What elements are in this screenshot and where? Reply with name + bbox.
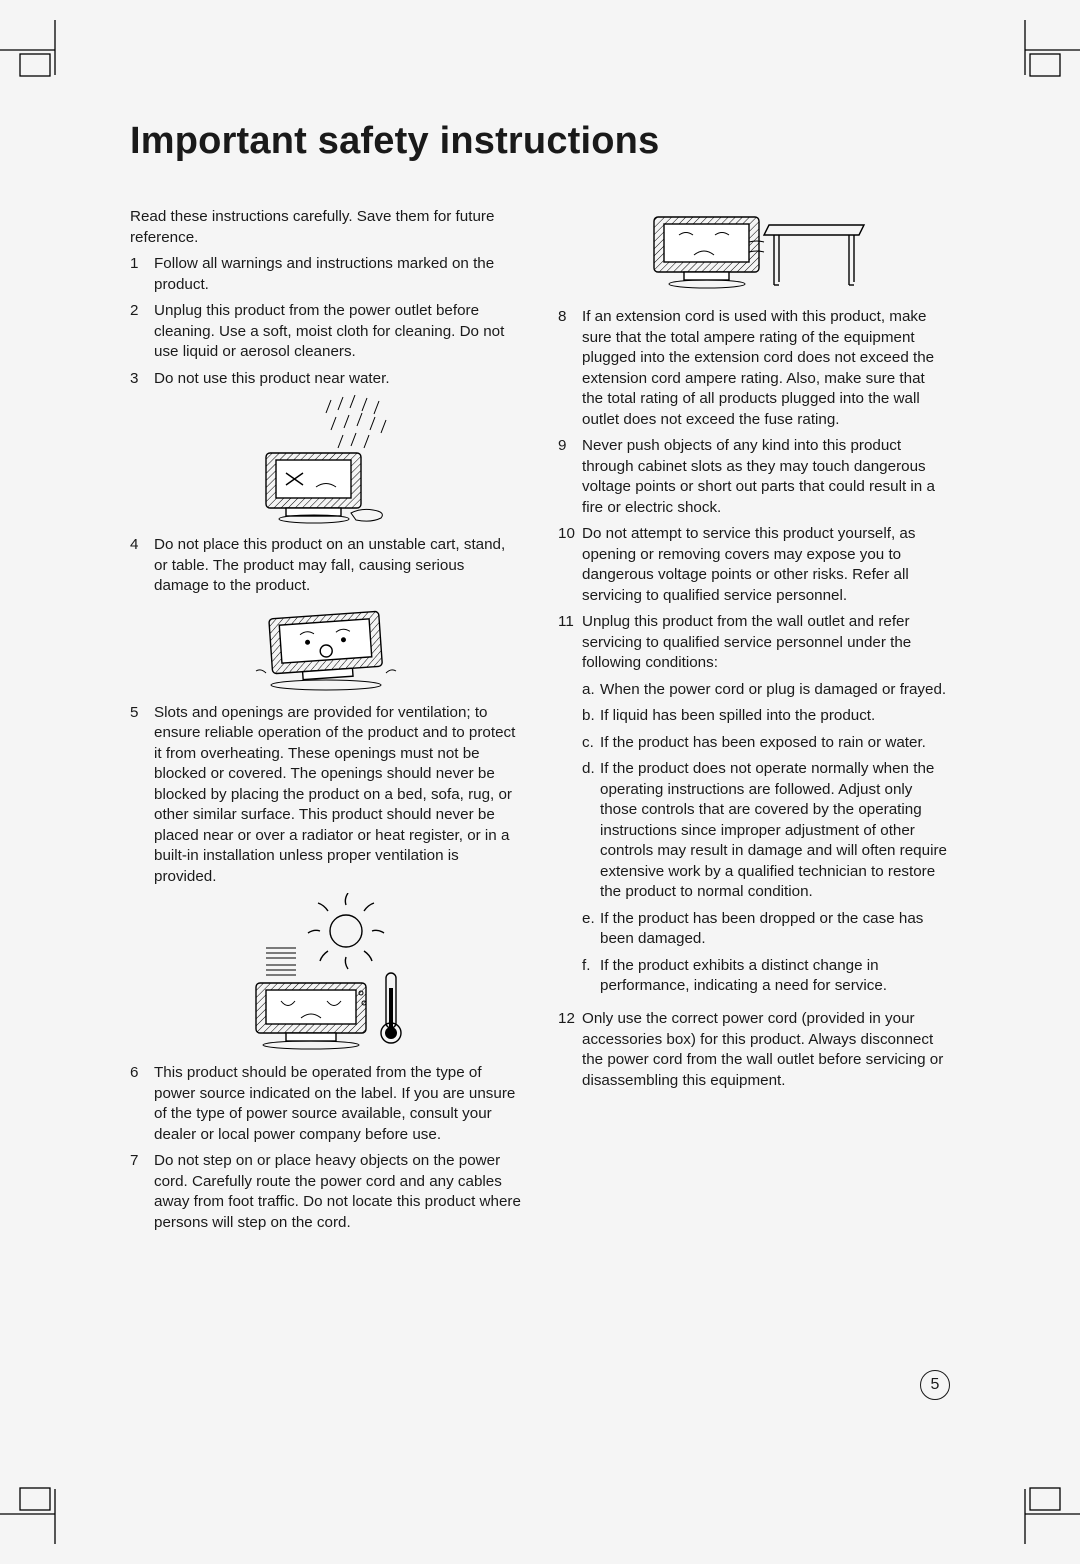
sub-letter: c. bbox=[582, 733, 600, 754]
page-number: 5 bbox=[920, 1370, 950, 1400]
heat-illustration-icon bbox=[226, 893, 426, 1053]
instruction-item: 8 If an extension cord is used with this… bbox=[558, 307, 950, 430]
two-column-layout: Read these instructions carefully. Save … bbox=[130, 207, 950, 1239]
item-text: Only use the correct power cord (provide… bbox=[582, 1009, 950, 1091]
item-number: 1 bbox=[130, 254, 154, 295]
sub-item: c.If the product has been exposed to rai… bbox=[582, 733, 950, 754]
item-number: 2 bbox=[130, 301, 154, 363]
sub-item: d.If the product does not operate normal… bbox=[582, 759, 950, 903]
sub-item: b.If liquid has been spilled into the pr… bbox=[582, 706, 950, 727]
item-number: 9 bbox=[558, 436, 582, 518]
item-text: Slots and openings are provided for vent… bbox=[154, 703, 522, 888]
intro-text: Read these instructions carefully. Save … bbox=[130, 207, 522, 248]
sub-letter: d. bbox=[582, 759, 600, 903]
item-number: 6 bbox=[130, 1063, 154, 1145]
instruction-item: 3 Do not use this product near water. bbox=[130, 369, 522, 390]
item-text: Do not step on or place heavy objects on… bbox=[154, 1151, 522, 1233]
item-number: 3 bbox=[130, 369, 154, 390]
instruction-item: 10 Do not attempt to service this produc… bbox=[558, 524, 950, 606]
sub-text: If the product exhibits a distinct chang… bbox=[600, 956, 950, 997]
instruction-item: 4 Do not place this product on an unstab… bbox=[130, 535, 522, 597]
sub-text: If liquid has been spilled into the prod… bbox=[600, 706, 950, 727]
sub-letter: e. bbox=[582, 909, 600, 950]
item-text: If an extension cord is used with this p… bbox=[582, 307, 950, 430]
instruction-item: 6 This product should be operated from t… bbox=[130, 1063, 522, 1145]
right-column: 8 If an extension cord is used with this… bbox=[558, 207, 950, 1239]
instruction-list-right: 8 If an extension cord is used with this… bbox=[558, 307, 950, 1091]
item-text: Follow all warnings and instructions mar… bbox=[154, 254, 522, 295]
instruction-list-left-cont2: 5 Slots and openings are provided for ve… bbox=[130, 703, 522, 888]
item-number: 8 bbox=[558, 307, 582, 430]
page-content: Important safety instructions Read these… bbox=[130, 120, 950, 1239]
sub-item: f.If the product exhibits a distinct cha… bbox=[582, 956, 950, 997]
table-illustration-icon bbox=[639, 207, 869, 297]
item-number: 10 bbox=[558, 524, 582, 606]
sub-letter: f. bbox=[582, 956, 600, 997]
item-number: 11 bbox=[558, 612, 582, 1003]
sub-item: a.When the power cord or plug is damaged… bbox=[582, 680, 950, 701]
item-number: 5 bbox=[130, 703, 154, 888]
instruction-item: 1 Follow all warnings and instructions m… bbox=[130, 254, 522, 295]
sub-item: e.If the product has been dropped or the… bbox=[582, 909, 950, 950]
item-text: This product should be operated from the… bbox=[154, 1063, 522, 1145]
item-text: Do not attempt to service this product y… bbox=[582, 524, 950, 606]
sub-list: a.When the power cord or plug is damaged… bbox=[582, 680, 950, 997]
instruction-item: 2 Unplug this product from the power out… bbox=[130, 301, 522, 363]
instruction-item: 5 Slots and openings are provided for ve… bbox=[130, 703, 522, 888]
instruction-list-left-cont: 4 Do not place this product on an unstab… bbox=[130, 535, 522, 597]
water-illustration-icon bbox=[231, 395, 421, 525]
instruction-list-left: 1 Follow all warnings and instructions m… bbox=[130, 254, 522, 389]
item-text: Unplug this product from the wall outlet… bbox=[582, 612, 950, 1003]
item-text: Do not use this product near water. bbox=[154, 369, 522, 390]
sub-text: When the power cord or plug is damaged o… bbox=[600, 680, 950, 701]
item-text: Do not place this product on an unstable… bbox=[154, 535, 522, 597]
sub-letter: a. bbox=[582, 680, 600, 701]
item-number: 4 bbox=[130, 535, 154, 597]
sub-text: If the product has been exposed to rain … bbox=[600, 733, 950, 754]
instruction-item: 12 Only use the correct power cord (prov… bbox=[558, 1009, 950, 1091]
instruction-list-left-cont3: 6 This product should be operated from t… bbox=[130, 1063, 522, 1233]
item-text: Never push objects of any kind into this… bbox=[582, 436, 950, 518]
item-text: Unplug this product from the power outle… bbox=[154, 301, 522, 363]
page-title: Important safety instructions bbox=[130, 120, 950, 163]
sub-text: If the product has been dropped or the c… bbox=[600, 909, 950, 950]
sub-text: If the product does not operate normally… bbox=[600, 759, 950, 903]
item-text-main: Unplug this product from the wall outlet… bbox=[582, 613, 911, 671]
left-column: Read these instructions carefully. Save … bbox=[130, 207, 522, 1239]
sub-letter: b. bbox=[582, 706, 600, 727]
item-number: 12 bbox=[558, 1009, 582, 1091]
instruction-item: 7 Do not step on or place heavy objects … bbox=[130, 1151, 522, 1233]
item-number: 7 bbox=[130, 1151, 154, 1233]
instruction-item: 11 Unplug this product from the wall out… bbox=[558, 612, 950, 1003]
falling-illustration-icon bbox=[241, 603, 411, 693]
instruction-item: 9 Never push objects of any kind into th… bbox=[558, 436, 950, 518]
